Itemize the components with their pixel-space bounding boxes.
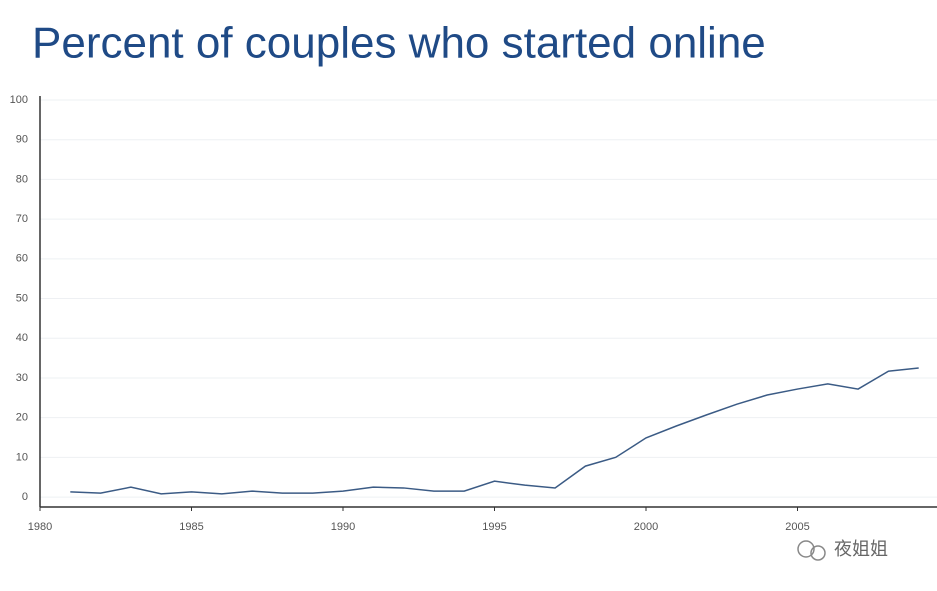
y-tick-label: 0 (22, 491, 28, 503)
y-tick-label: 60 (16, 253, 28, 265)
x-tick-label: 1995 (482, 521, 506, 533)
y-tick-label: 20 (16, 412, 28, 424)
y-tick-label: 90 (16, 134, 28, 146)
x-tick-label: 1990 (331, 521, 355, 533)
y-tick-label: 100 (10, 94, 28, 106)
data-line (70, 367, 919, 495)
watermark-icon (797, 540, 826, 561)
x-tick-label: 1985 (179, 521, 203, 533)
y-tick-label: 50 (16, 292, 28, 304)
y-tick-label: 10 (16, 451, 28, 463)
y-tick-label: 70 (16, 213, 28, 225)
watermark: 夜姐姐 (834, 539, 888, 559)
y-tick-label: 40 (16, 332, 28, 344)
chart-title: Percent of couples who started online (32, 19, 766, 68)
y-tick-label: 80 (16, 173, 28, 185)
x-tick-label: 2005 (785, 521, 809, 533)
x-tick-label: 2000 (634, 521, 658, 533)
y-tick-label: 30 (16, 372, 28, 384)
x-tick-label: 1980 (28, 521, 52, 533)
